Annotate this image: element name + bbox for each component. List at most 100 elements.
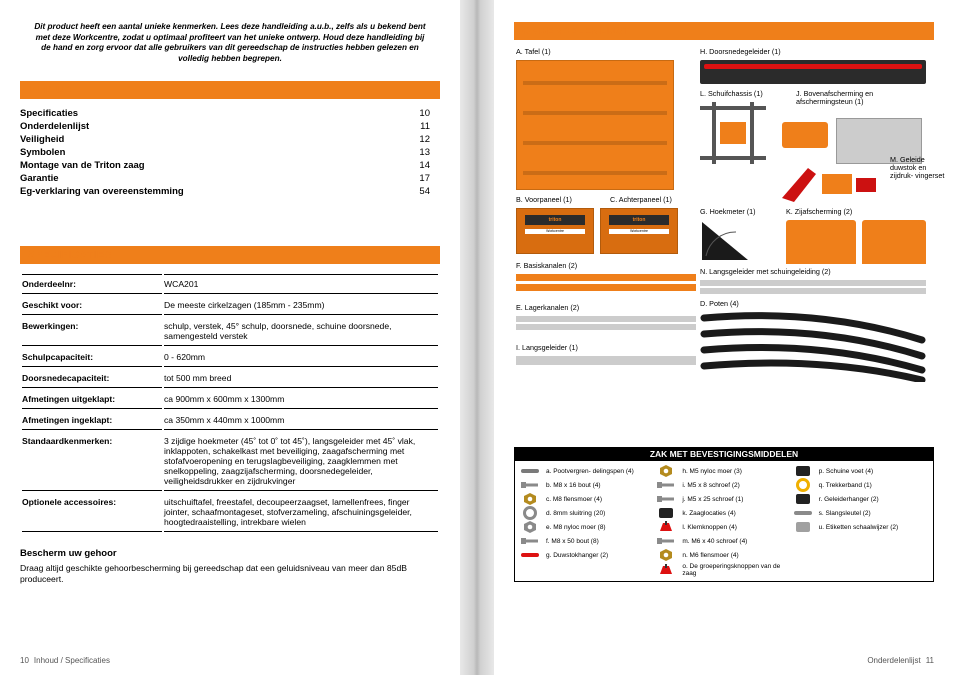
spec-table: Onderdeelnr:WCA201 Geschikt voor:De meest… [20, 272, 440, 534]
fastener-label: j. M5 x 25 schroef (1) [682, 496, 790, 503]
part-N-2 [700, 288, 926, 294]
part-label-K: K. Zijafscherming (2) [786, 208, 852, 216]
footer-left: 10Inhoud / Specificaties [20, 656, 110, 665]
fastener-icon [657, 507, 675, 519]
part-label-F: F. Basiskanalen (2) [516, 262, 577, 270]
part-F-1 [516, 274, 696, 281]
fastener-icon [794, 549, 812, 561]
part-F-2 [516, 284, 696, 291]
table-of-contents: Specificaties10Onderdelenlijst11Veilighe… [20, 107, 440, 198]
hearing-body: Draag altijd geschikte gehoorbescherming… [20, 563, 440, 586]
spec-row: Standaardkenmerken:3 zijdige hoekmeter (… [22, 432, 438, 491]
page-right: ONDERDELENLIJST A. Tafel (1) H. Doorsned… [494, 0, 954, 675]
part-K-2 [862, 220, 926, 264]
fastener-label: n. M6 flensmoer (4) [682, 552, 790, 559]
fastener-label: r. Geleiderhanger (2) [819, 496, 927, 503]
part-E-1 [516, 316, 696, 322]
fastener-label: f. M8 x 50 bout (8) [546, 538, 654, 545]
toc-row: Montage van de Triton zaag14 [20, 159, 440, 172]
part-label-D: D. Poten (4) [700, 300, 739, 308]
fastener-label: g. Duwstokhanger (2) [546, 552, 654, 559]
toc-row: Symbolen13 [20, 146, 440, 159]
heading-onderdelenlijst: ONDERDELENLIJST [514, 22, 934, 40]
part-label-C: C. Achterpaneel (1) [610, 196, 672, 204]
fastener-icon [794, 465, 812, 477]
fastener-label: s. Slangsleutel (2) [819, 510, 927, 517]
part-G [700, 220, 752, 262]
fastener-icon [521, 507, 539, 519]
fastener-label: l. Klemknoppen (4) [682, 524, 790, 531]
page-left: Dit product heeft een aantal unieke kenm… [0, 0, 460, 675]
heading-zak: ZAK MET BEVESTIGINGSMIDDELEN [514, 447, 934, 461]
fastener-icon [657, 493, 675, 505]
fastener-label: c. M8 flensmoer (4) [546, 496, 654, 503]
part-D [700, 312, 926, 382]
spec-row: Onderdeelnr:WCA201 [22, 274, 438, 294]
part-I [516, 356, 696, 365]
footer-right: Onderdelenlijst11 [867, 656, 934, 665]
part-label-M: M. Geleide duwstok en zijdruk- vingerset [890, 156, 946, 180]
intro-text: Dit product heeft een aantal unieke kenm… [20, 22, 440, 65]
fastener-icon [521, 521, 539, 533]
spec-row: Geschikt voor:De meeste cirkelzagen (185… [22, 296, 438, 315]
fasteners-box: ZAK MET BEVESTIGINGSMIDDELEN a. Pootverg… [514, 447, 934, 582]
hearing-heading: Bescherm uw gehoor [20, 548, 440, 559]
toc-row: Garantie17 [20, 172, 440, 185]
toc-row: Eg-verklaring van overeenstemming54 [20, 185, 440, 198]
part-B: triton Workcentre [516, 208, 594, 254]
part-label-A: A. Tafel (1) [516, 48, 551, 56]
part-L [700, 102, 766, 164]
fastener-icon [657, 564, 675, 576]
fastener-icon [657, 549, 675, 561]
part-K [786, 220, 856, 264]
part-label-B: B. Voorpaneel (1) [516, 196, 572, 204]
fastener-icon [657, 521, 675, 533]
spec-row: Afmetingen ingeklapt:ca 350mm x 440mm x … [22, 411, 438, 430]
toc-row: Veiligheid12 [20, 133, 440, 146]
part-N-1 [700, 280, 926, 286]
fastener-icon [794, 535, 812, 547]
spec-row: Bewerkingen:schulp, verstek, 45° schulp,… [22, 317, 438, 346]
fastener-icon [521, 479, 539, 491]
fastener-label: o. De groeperingsknoppen van de zaag [682, 563, 790, 577]
part-label-L: L. Schuifchassis (1) [700, 90, 763, 98]
fastener-label: p. Schuine voet (4) [819, 468, 927, 475]
part-label-G: G. Hoekmeter (1) [700, 208, 756, 216]
fastener-icon [521, 549, 539, 561]
fastener-icon [657, 465, 675, 477]
fastener-icon [794, 521, 812, 533]
heading-specificaties: SPECIFICATIES [20, 246, 440, 264]
spec-row: Doorsnedecapaciteit:tot 500 mm breed [22, 369, 438, 388]
toc-row: Specificaties10 [20, 107, 440, 120]
fastener-icon [794, 479, 812, 491]
fastener-label: b. M8 x 16 bout (4) [546, 482, 654, 489]
spec-row: Schulpcapaciteit:0 - 620mm [22, 348, 438, 367]
part-label-N: N. Langsgeleider met schuingeleiding (2) [700, 268, 831, 276]
fastener-label: i. M5 x 8 schroef (2) [682, 482, 790, 489]
fastener-icon [521, 564, 539, 576]
spec-row: Optionele accessoires:uitschuiftafel, fr… [22, 493, 438, 532]
fastener-label: u. Etiketten schaalwijzer (2) [819, 524, 927, 531]
spec-row: Afmetingen uitgeklapt:ca 900mm x 600mm x… [22, 390, 438, 409]
part-A [516, 60, 674, 190]
fastener-icon [521, 493, 539, 505]
part-label-J: J. Bovenafscherming en afschermingsteun … [796, 90, 926, 106]
fastener-label: m. M6 x 40 schroef (4) [682, 538, 790, 545]
heading-inhoud: INHOUD [20, 81, 440, 99]
fastener-icon [657, 535, 675, 547]
fastener-label: k. Zaaglocaties (4) [682, 510, 790, 517]
fastener-icon [794, 493, 812, 505]
part-M [782, 168, 882, 204]
fastener-icon [794, 507, 812, 519]
fastener-label: e. M8 nyloc moer (8) [546, 524, 654, 531]
fastener-label: q. Trekkerband (1) [819, 482, 927, 489]
fastener-icon [657, 479, 675, 491]
part-E-2 [516, 324, 696, 330]
fastener-label: h. M5 nyloc moer (3) [682, 468, 790, 475]
part-H [700, 60, 926, 84]
toc-row: Onderdelenlijst11 [20, 120, 440, 133]
part-label-H: H. Doorsnedegeleider (1) [700, 48, 781, 56]
fastener-icon [794, 564, 812, 576]
parts-diagram: A. Tafel (1) H. Doorsnedegeleider (1) L.… [514, 48, 934, 443]
part-label-E: E. Lagerkanalen (2) [516, 304, 579, 312]
